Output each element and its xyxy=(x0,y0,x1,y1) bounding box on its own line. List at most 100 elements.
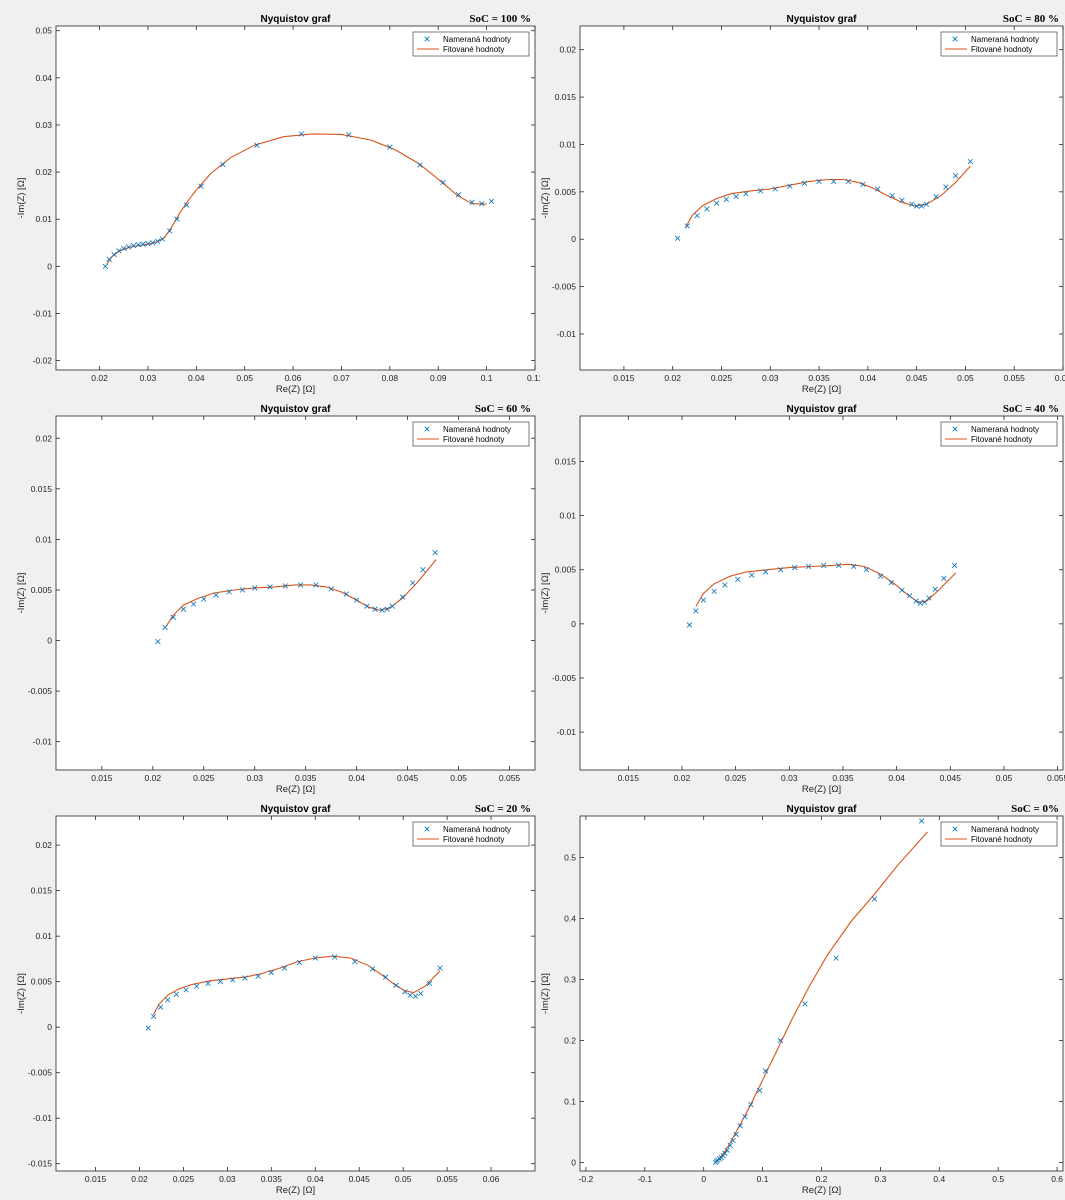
legend-entry-fitted: Fitované hodnoty xyxy=(971,835,1032,844)
x-tick-label: 0.03 xyxy=(219,1174,236,1184)
soc-annotation: SoC = 100 % xyxy=(469,13,531,25)
chart-title: Nyquistov graf xyxy=(786,14,857,25)
y-tick-label: 0.01 xyxy=(35,931,52,941)
chart-title: Nyquistov graf xyxy=(260,804,331,815)
x-tick-label: 0.03 xyxy=(246,773,263,783)
y-tick-label: 0.015 xyxy=(555,456,577,466)
x-tick-label: 0.06 xyxy=(285,373,302,383)
x-tick-label: 0.02 xyxy=(145,773,162,783)
plot-area xyxy=(580,816,1063,1171)
x-tick-label: 0.04 xyxy=(307,1174,324,1184)
chart-panel-2: Nyquistov graf SoC = 80 % 0.015 0.02 0.025 0.… xyxy=(540,0,1065,400)
x-tick-label: 0.025 xyxy=(173,1174,195,1184)
legend-entry-measured: Nameraná hodnoty xyxy=(443,35,511,44)
y-tick-label: 0 xyxy=(47,261,52,271)
chart-svg: Nyquistov graf SoC = 20 % 0.015 0.02 0.025 0.… xyxy=(0,800,540,1200)
x-tick-label: 0.05 xyxy=(395,1174,412,1184)
x-axis-label: Re(Z) [Ω] xyxy=(802,384,841,395)
y-tick-label: 0.4 xyxy=(564,913,576,923)
x-tick-label: 0.5 xyxy=(992,1174,1004,1184)
legend-entry-measured: Nameraná hodnoty xyxy=(443,825,511,834)
x-tick-label: 0.025 xyxy=(725,773,747,783)
x-tick-label: 0 xyxy=(701,1174,706,1184)
y-tick-label: 0.005 xyxy=(555,187,577,197)
x-tick-label: 0.02 xyxy=(131,1174,148,1184)
x-tick-label: 0.015 xyxy=(618,773,640,783)
y-tick-label: 0.3 xyxy=(564,974,576,984)
y-tick-label: -0.005 xyxy=(28,686,52,696)
legend-entry-fitted: Fitované hodnoty xyxy=(443,835,504,844)
x-tick-label: 0.03 xyxy=(762,373,779,383)
y-tick-label: 0.01 xyxy=(559,511,576,521)
y-tick-label: 0.1 xyxy=(564,1096,576,1106)
chart-title: Nyquistov graf xyxy=(786,804,857,815)
chart-svg: Nyquistov graf SoC = 0%-0.2 -0.1 0 0.1 0.2 0.3… xyxy=(540,800,1065,1200)
chart-svg: Nyquistov graf SoC = 100 %0.02 0.03 0.04 0.0… xyxy=(0,0,540,400)
legend-entry-fitted: Fitované hodnoty xyxy=(443,435,504,444)
y-tick-label: 0.02 xyxy=(35,840,52,850)
y-tick-label: -0.02 xyxy=(33,356,53,366)
x-tick-label: 0.045 xyxy=(940,773,962,783)
legend-entry-measured: Nameraná hodnoty xyxy=(443,425,511,434)
x-tick-label: 0.025 xyxy=(711,373,733,383)
plot-area xyxy=(580,416,1063,770)
y-tick-label: 0 xyxy=(47,636,52,646)
y-tick-label: 0.01 xyxy=(559,139,576,149)
x-tick-label: 0.055 xyxy=(1047,773,1065,783)
x-tick-label: 0.045 xyxy=(906,373,928,383)
chart-panel-1: Nyquistov graf SoC = 100 % 0.02 0.03 0.04 0.0… xyxy=(0,0,540,400)
y-tick-label: 0.02 xyxy=(35,167,52,177)
x-tick-label: 0.025 xyxy=(193,773,215,783)
soc-annotation: SoC = 40 % xyxy=(1003,403,1059,415)
y-tick-label: 0.005 xyxy=(555,565,577,575)
y-tick-label: 0.005 xyxy=(31,585,53,595)
x-tick-label: 0.04 xyxy=(888,773,905,783)
x-tick-label: 0.6 xyxy=(1051,1174,1063,1184)
y-tick-label: -0.005 xyxy=(552,673,576,683)
y-tick-label: 0.005 xyxy=(31,977,53,987)
y-axis-label: -Im(Z) [Ω] xyxy=(16,178,27,219)
chart-panel-3: Nyquistov graf SoC = 60 % 0.015 0.02 0.025 0.… xyxy=(0,400,540,800)
x-tick-label: -0.1 xyxy=(637,1174,652,1184)
plot-area xyxy=(56,26,535,370)
x-tick-label: 0.05 xyxy=(957,373,974,383)
y-tick-label: 0.01 xyxy=(35,534,52,544)
soc-annotation: SoC = 80 % xyxy=(1003,13,1059,25)
y-tick-label: -0.01 xyxy=(33,1113,53,1123)
x-axis-label: Re(Z) [Ω] xyxy=(276,384,315,395)
y-tick-label: 0.015 xyxy=(555,92,577,102)
x-tick-label: 0.3 xyxy=(874,1174,886,1184)
y-tick-label: -0.01 xyxy=(557,727,577,737)
x-tick-label: 0.015 xyxy=(613,373,635,383)
y-tick-label: 0.015 xyxy=(31,886,53,896)
x-tick-label: 0.055 xyxy=(1004,373,1026,383)
y-tick-label: -0.005 xyxy=(552,282,576,292)
chart-svg: Nyquistov graf SoC = 60 % 0.015 0.02 0.025 0.… xyxy=(0,400,540,800)
x-tick-label: 0.03 xyxy=(140,373,157,383)
y-tick-label: 0 xyxy=(571,1157,576,1167)
x-tick-label: 0.055 xyxy=(499,773,521,783)
x-axis-label: Re(Z) [Ω] xyxy=(276,784,315,795)
x-tick-label: 0.045 xyxy=(397,773,419,783)
chart-title: Nyquistov graf xyxy=(260,14,331,25)
y-axis-label: -Im(Z) [Ω] xyxy=(540,178,551,219)
plot-area xyxy=(56,416,535,770)
x-axis-label: Re(Z) [Ω] xyxy=(802,1185,841,1196)
x-tick-label: 0.03 xyxy=(781,773,798,783)
x-tick-label: 0.02 xyxy=(91,373,108,383)
x-axis-label: Re(Z) [Ω] xyxy=(276,1185,315,1196)
x-tick-label: 0.015 xyxy=(85,1174,107,1184)
soc-annotation: SoC = 0% xyxy=(1011,803,1059,815)
y-tick-label: 0.02 xyxy=(35,433,52,443)
y-tick-label: -0.015 xyxy=(28,1159,52,1169)
y-tick-label: 0 xyxy=(571,619,576,629)
legend-entry-fitted: Fitované hodnoty xyxy=(971,45,1032,54)
y-axis-label: -Im(Z) [Ω] xyxy=(540,973,551,1014)
x-tick-label: 0.05 xyxy=(236,373,253,383)
chart-panel-5: Nyquistov graf SoC = 20 % 0.015 0.02 0.025 0.… xyxy=(0,800,540,1200)
legend: Nameraná hodnotyFitované hodnoty xyxy=(413,32,529,56)
x-tick-label: 0.02 xyxy=(664,373,681,383)
x-tick-label: 0.06 xyxy=(483,1174,500,1184)
chart-panel-4: Nyquistov graf SoC = 40 % 0.015 0.02 0.025 0.… xyxy=(540,400,1065,800)
